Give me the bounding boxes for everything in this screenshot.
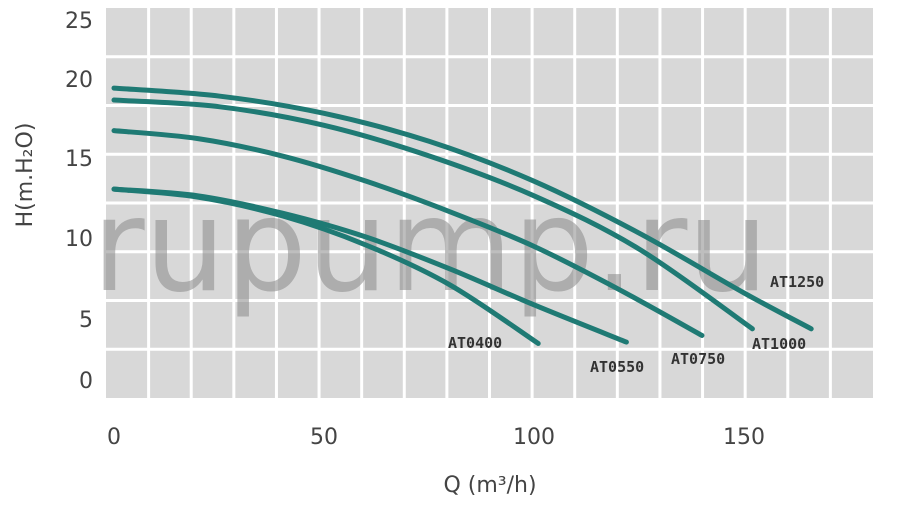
x-tick-label: 100 [513, 425, 555, 450]
series-curves [111, 85, 814, 346]
series-line-at1250 [111, 85, 814, 332]
x-tick-label: 50 [310, 425, 338, 450]
y-tick-label: 0 [79, 369, 93, 394]
grid [106, 8, 873, 398]
x-tick-label: 150 [723, 425, 765, 450]
y-tick-label: 20 [65, 68, 93, 93]
series-label-at0550: AT0550 [590, 358, 644, 376]
series-label-at0400: AT0400 [448, 334, 502, 352]
x-tick-label: 0 [107, 425, 121, 450]
series-line-at1000 [111, 97, 755, 332]
series-label-at0750: AT0750 [671, 350, 725, 368]
y-tick-labels: 0 5 10 15 20 25 [65, 9, 93, 394]
series-labels: AT0400 AT0550 AT0750 AT1000 AT1250 [448, 273, 824, 376]
y-axis-title: H(m.H₂O) [13, 123, 38, 228]
y-tick-label: 10 [65, 227, 93, 252]
x-axis-title: Q (m³/h) [443, 473, 536, 498]
series-line-at0750 [111, 128, 705, 338]
series-line-at0550 [111, 186, 629, 345]
y-tick-label: 5 [79, 308, 93, 333]
x-tick-labels: 0 50 100 150 [107, 425, 765, 450]
series-label-at1000: AT1000 [752, 335, 806, 353]
y-tick-label: 25 [65, 9, 93, 34]
y-tick-label: 15 [65, 147, 93, 172]
series-label-at1250: AT1250 [770, 273, 824, 291]
